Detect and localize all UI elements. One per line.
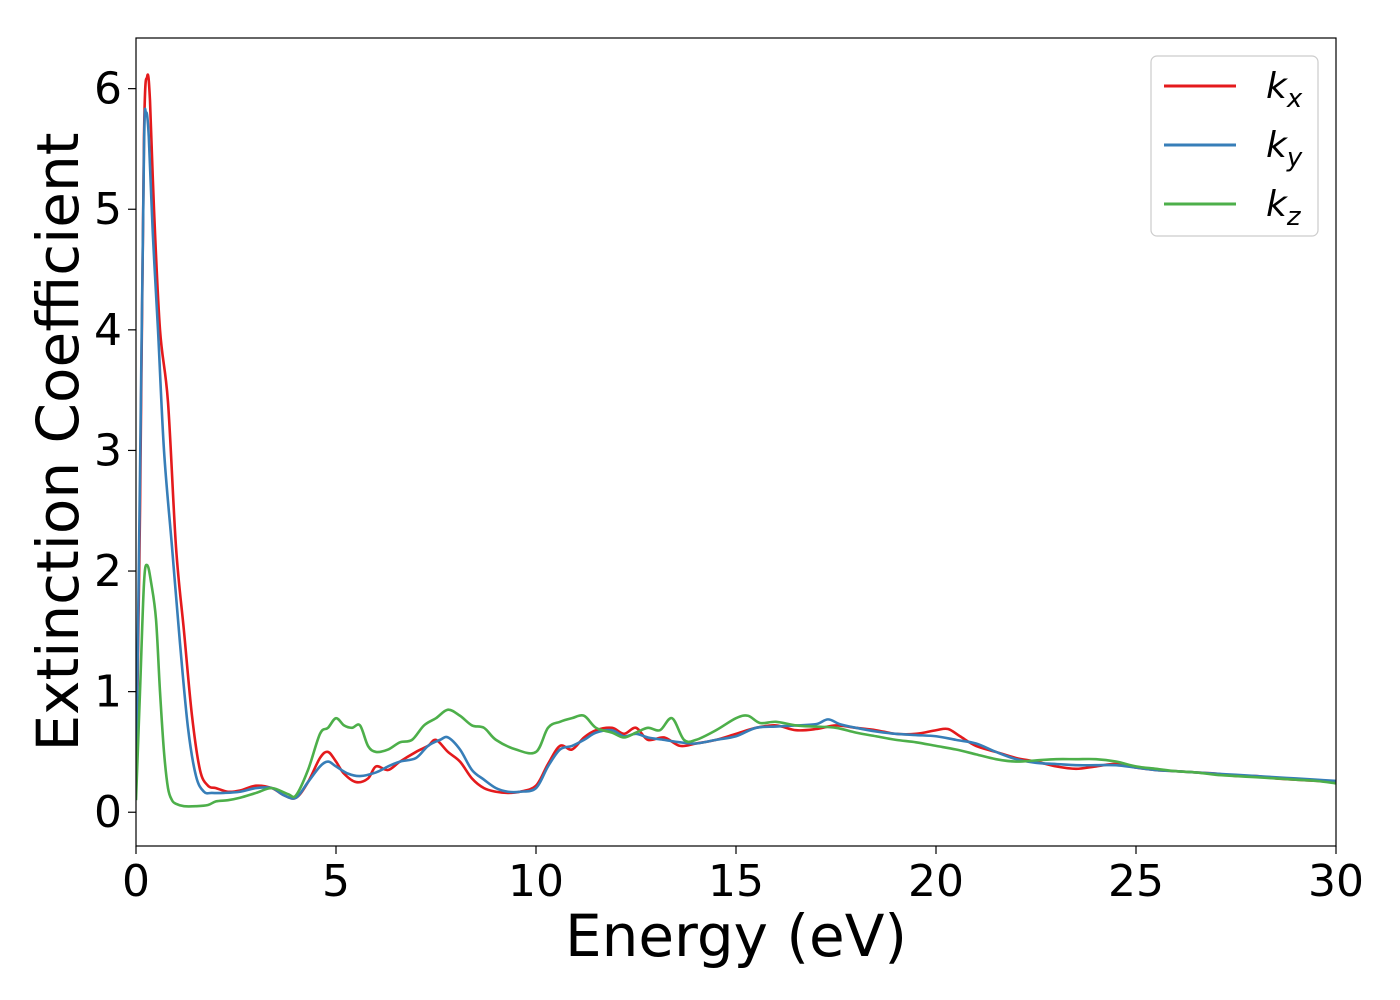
y-axis-ticks: 0 1 2 3 4 5 6 bbox=[94, 64, 136, 838]
y-tick-label: 5 bbox=[94, 184, 122, 235]
x-tick-label: 20 bbox=[908, 856, 964, 907]
legend-label-kz: kz bbox=[1266, 184, 1302, 232]
y-tick-label: 2 bbox=[94, 546, 122, 597]
y-axis-label: Extinction Coefficient bbox=[24, 133, 92, 752]
y-tick-label: 0 bbox=[94, 787, 122, 838]
y-tick-label: 3 bbox=[94, 425, 122, 476]
x-axis-ticks: 0 5 10 15 20 25 30 bbox=[122, 846, 1364, 907]
y-tick-label: 4 bbox=[94, 305, 122, 356]
y-tick-label: 6 bbox=[94, 64, 122, 115]
series-line-kz bbox=[136, 563, 1336, 808]
x-tick-label: 0 bbox=[122, 856, 150, 907]
x-tick-label: 15 bbox=[708, 856, 764, 907]
series-layer bbox=[136, 73, 1336, 808]
legend: kx ky kz bbox=[1150, 55, 1319, 237]
x-tick-label: 25 bbox=[1108, 856, 1164, 907]
x-tick-label: 10 bbox=[508, 856, 564, 907]
x-axis-label: Energy (eV) bbox=[565, 902, 907, 970]
x-tick-label: 30 bbox=[1308, 856, 1364, 907]
series-line-ky bbox=[136, 107, 1336, 800]
legend-label-ky: ky bbox=[1266, 125, 1303, 173]
y-tick-label: 1 bbox=[94, 667, 122, 718]
x-tick-label: 5 bbox=[322, 856, 350, 907]
legend-label-kx: kx bbox=[1266, 66, 1303, 114]
